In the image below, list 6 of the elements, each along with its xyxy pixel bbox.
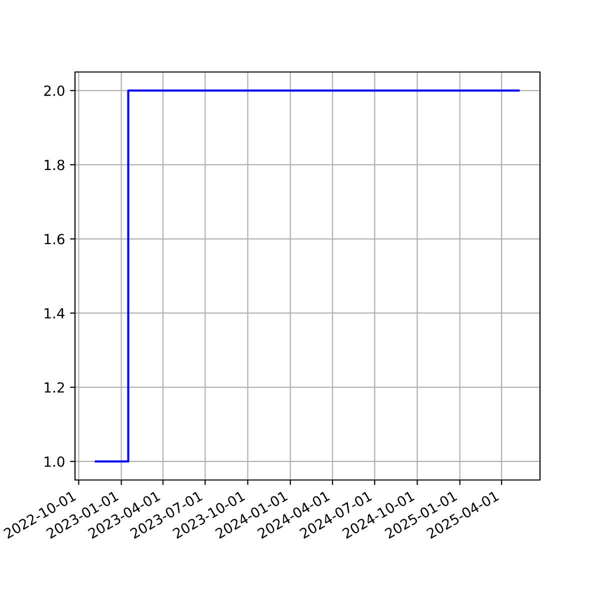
y-tick-label: 1.6: [44, 234, 64, 244]
y-tick-label: 1.0: [44, 456, 64, 467]
y-tick-label: 1.4: [44, 308, 64, 318]
y-tick-label: 2.0: [44, 86, 64, 96]
y-tick-label: 1.2: [44, 382, 64, 393]
y-tick-label: 1.8: [44, 160, 64, 170]
